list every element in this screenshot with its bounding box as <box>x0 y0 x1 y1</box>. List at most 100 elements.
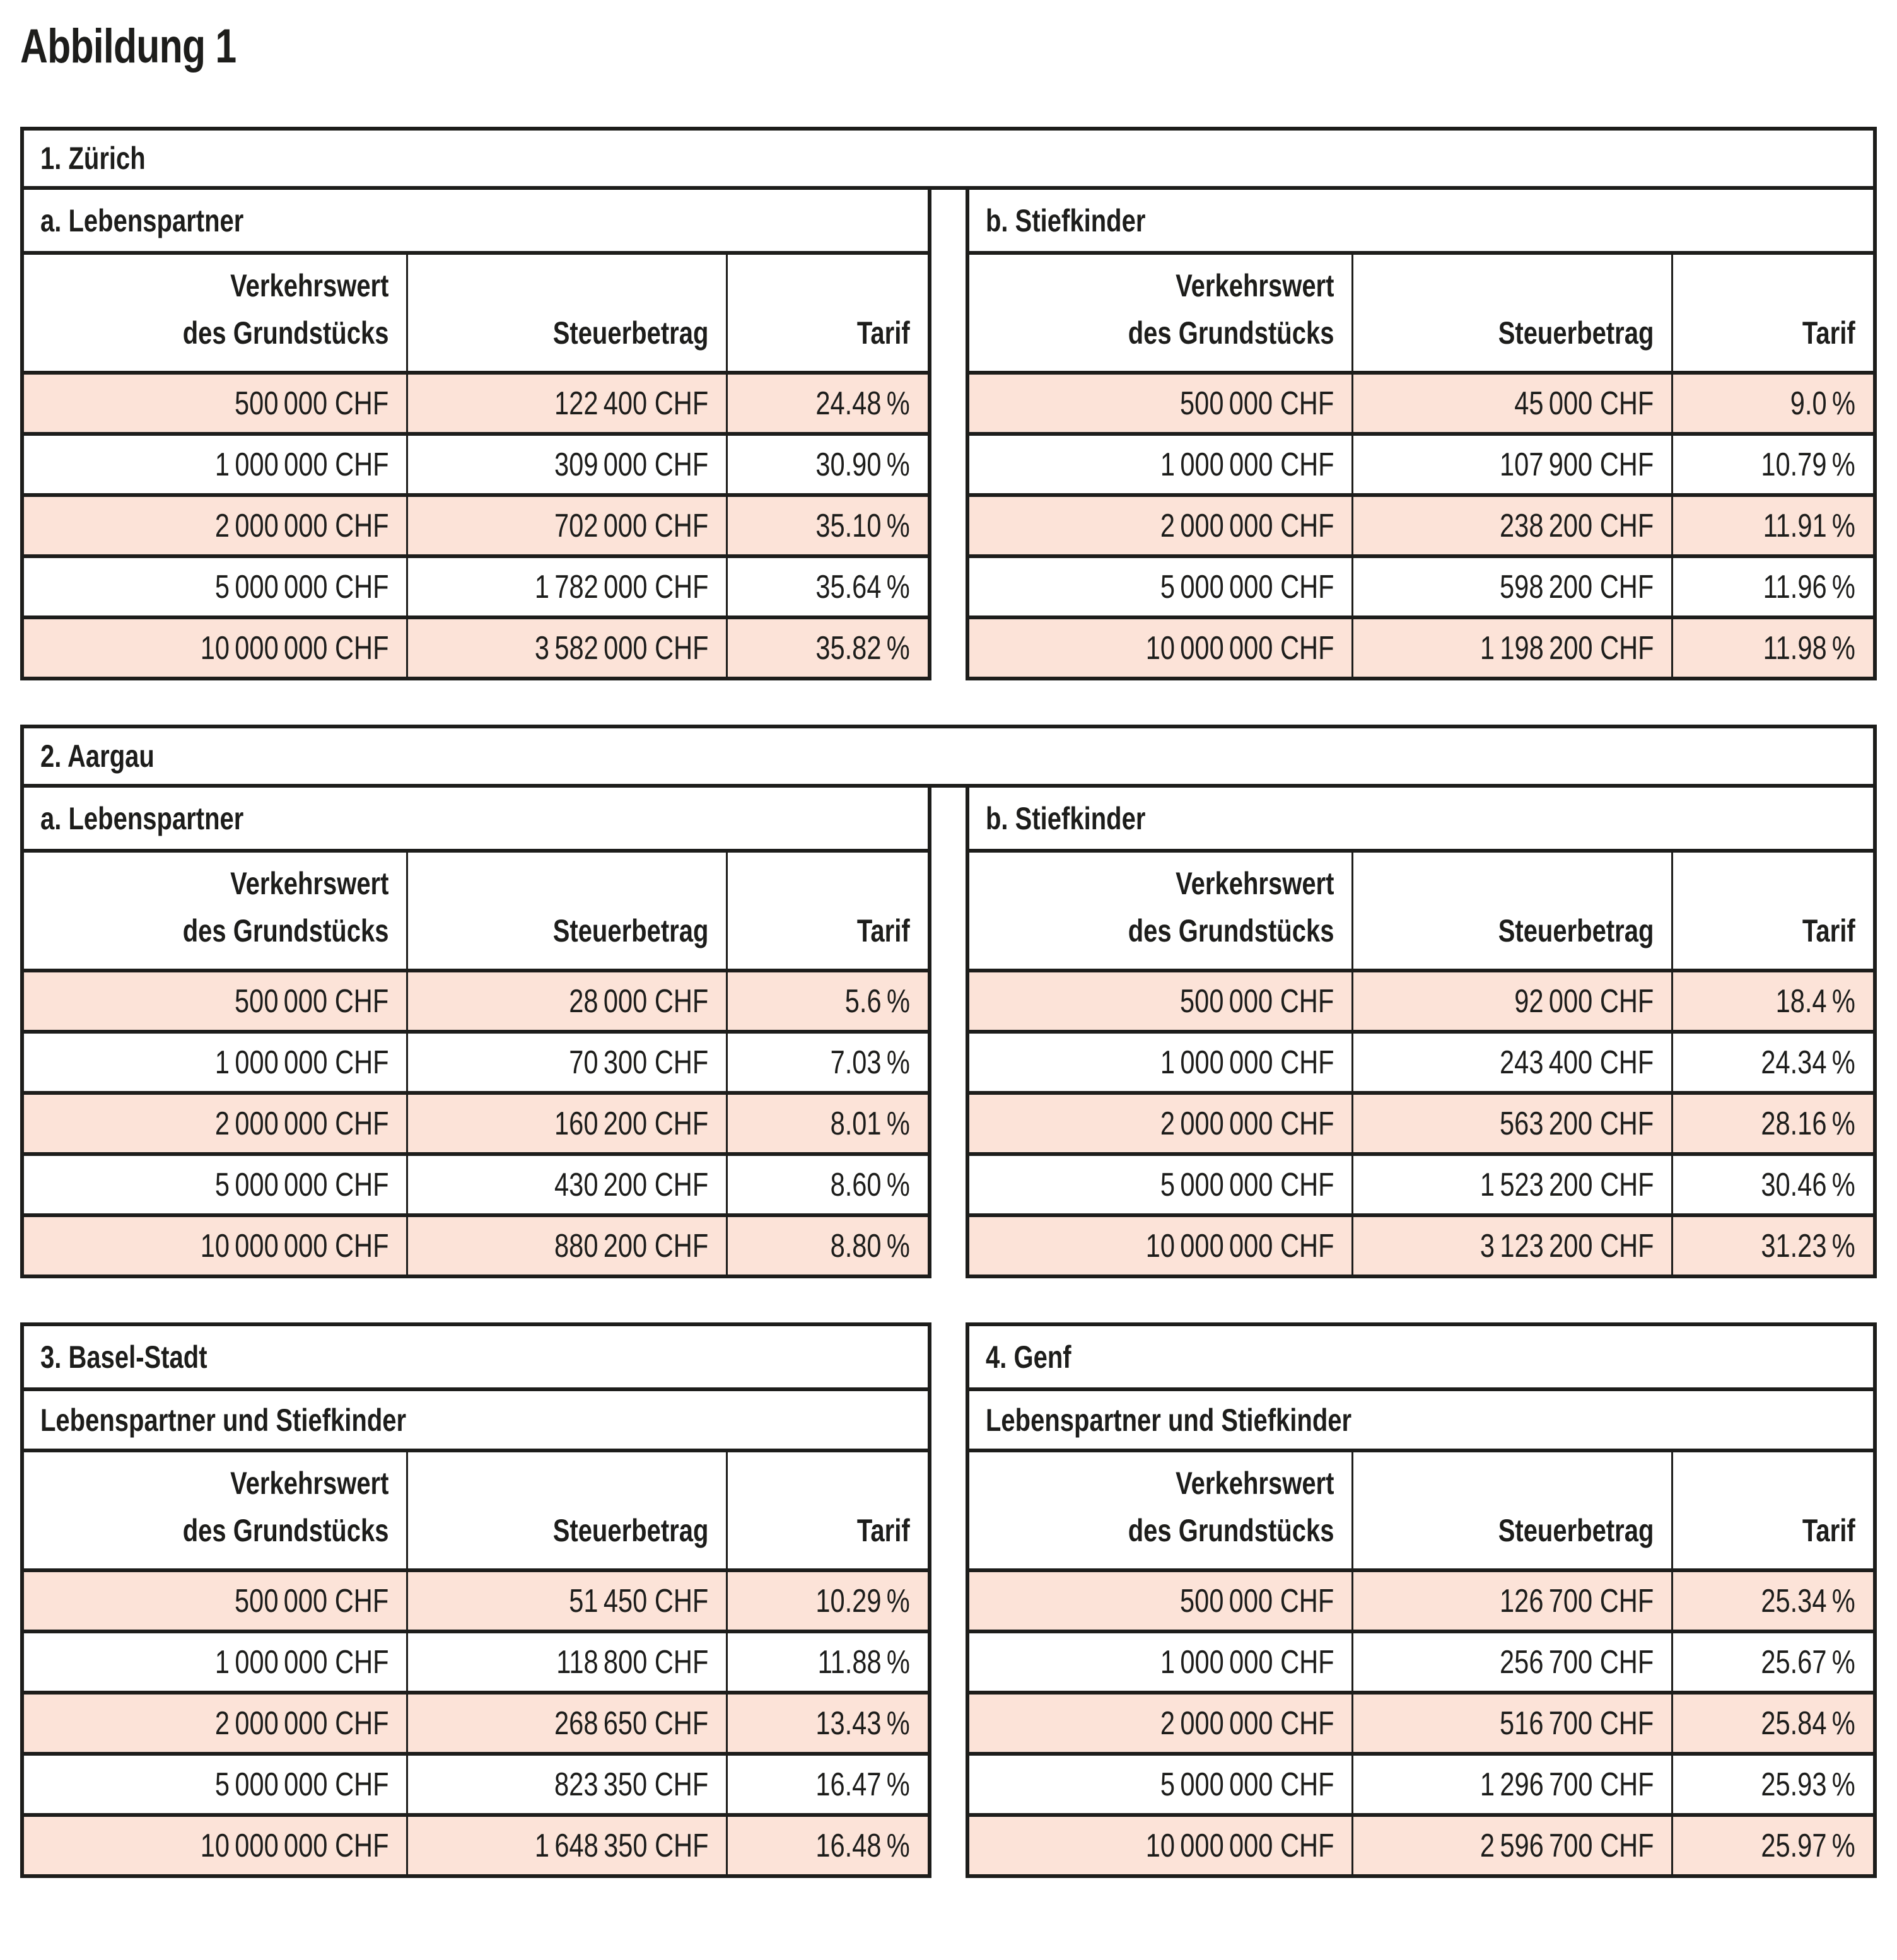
table-row: 500 000 CHF 45 000 CHF 9.0 % <box>969 371 1873 432</box>
cell-tarif: 11.96 % <box>1671 554 1873 615</box>
cell-verkehrswert: 500 000 CHF <box>969 371 1352 432</box>
cell-steuerbetrag: 598 200 CHF <box>1351 554 1672 615</box>
table-zurich-lebenspartner: a. Lebenspartner Verkehrswert des Grundst… <box>20 190 931 680</box>
table-row: 500 000 CHF 126 700 CHF 25.34 % <box>969 1568 1873 1630</box>
cell-verkehrswert: 2 000 000 CHF <box>24 1691 407 1752</box>
section-aargau-tables: a. Lebenspartner Verkehrswert des Grundst… <box>20 788 1877 1278</box>
cell-verkehrswert: 1 000 000 CHF <box>969 432 1352 493</box>
section-zurich-tables: a. Lebenspartner Verkehrswert des Grundst… <box>20 190 1877 680</box>
cell-verkehrswert: 500 000 CHF <box>24 969 407 1030</box>
cell-tarif: 8.60 % <box>726 1152 928 1213</box>
figure-title: Abbildung 1 <box>20 20 236 73</box>
column-header-row: Verkehrswert des Grundstücks Steuerbetrag… <box>969 251 1873 371</box>
table-title-row: 3. Basel-Stadt <box>24 1326 928 1387</box>
cell-verkehrswert: 5 000 000 CHF <box>24 554 407 615</box>
table-row: 500 000 CHF 122 400 CHF 24.48 % <box>24 371 928 432</box>
table-row: 5 000 000 CHF 823 350 CHF 16.47 % <box>24 1752 928 1813</box>
column-header-tarif: Tarif <box>726 251 928 371</box>
cell-steuerbetrag: 3 123 200 CHF <box>1351 1213 1672 1275</box>
table-row: 5 000 000 CHF 1 296 700 CHF 25.93 % <box>969 1752 1873 1813</box>
cell-verkehrswert: 2 000 000 CHF <box>24 493 407 554</box>
cell-steuerbetrag: 28 000 CHF <box>406 969 727 1030</box>
cell-steuerbetrag: 309 000 CHF <box>406 432 727 493</box>
cell-tarif: 31.23 % <box>1671 1213 1873 1275</box>
section-aargau: 2. Aargau a. Lebenspartner Verkehrswert d… <box>20 725 1877 1278</box>
table-subtitle: b. Stiefkinder <box>986 800 1146 836</box>
cell-steuerbetrag: 126 700 CHF <box>1351 1568 1672 1630</box>
cell-verkehrswert: 500 000 CHF <box>24 1568 407 1630</box>
cell-tarif: 9.0 % <box>1671 371 1873 432</box>
table-genf: 4. Genf Lebenspartner und Stiefkinder Ve… <box>966 1322 1877 1878</box>
cell-tarif: 35.82 % <box>726 615 928 677</box>
column-header-steuerbetrag: Steuerbetrag <box>1351 251 1672 371</box>
table-subtitle: a. Lebenspartner <box>40 202 244 238</box>
cell-tarif: 30.46 % <box>1671 1152 1873 1213</box>
table-row: 2 000 000 CHF 238 200 CHF 11.91 % <box>969 493 1873 554</box>
table-row: 500 000 CHF 28 000 CHF 5.6 % <box>24 969 928 1030</box>
data-table: 3. Basel-Stadt Lebenspartner und Stiefki… <box>24 1326 928 1874</box>
table-row: 1 000 000 CHF 256 700 CHF 25.67 % <box>969 1630 1873 1691</box>
cell-steuerbetrag: 160 200 CHF <box>406 1091 727 1152</box>
column-header-tarif: Tarif <box>1671 1449 1873 1568</box>
table-row: 10 000 000 CHF 3 582 000 CHF 35.82 % <box>24 615 928 677</box>
data-table: a. Lebenspartner Verkehrswert des Grundst… <box>24 190 928 677</box>
cell-tarif: 16.48 % <box>726 1813 928 1874</box>
section-title-zurich: 1. Zürich <box>20 127 1877 190</box>
table-row: 1 000 000 CHF 70 300 CHF 7.03 % <box>24 1030 928 1091</box>
cell-steuerbetrag: 51 450 CHF <box>406 1568 727 1630</box>
table-row: 5 000 000 CHF 1 523 200 CHF 30.46 % <box>969 1152 1873 1213</box>
cell-steuerbetrag: 430 200 CHF <box>406 1152 727 1213</box>
cell-verkehrswert: 10 000 000 CHF <box>24 615 407 677</box>
cell-tarif: 10.79 % <box>1671 432 1873 493</box>
cell-tarif: 25.84 % <box>1671 1691 1873 1752</box>
cell-tarif: 16.47 % <box>726 1752 928 1813</box>
column-header-steuerbetrag: Steuerbetrag <box>1351 849 1672 969</box>
cell-steuerbetrag: 2 596 700 CHF <box>1351 1813 1672 1874</box>
column-header-steuerbetrag: Steuerbetrag <box>406 849 727 969</box>
table-row: 5 000 000 CHF 430 200 CHF 8.60 % <box>24 1152 928 1213</box>
column-header-tarif: Tarif <box>1671 251 1873 371</box>
column-header-row: Verkehrswert des Grundstücks Steuerbetrag… <box>24 849 928 969</box>
cell-steuerbetrag: 1 296 700 CHF <box>1351 1752 1672 1813</box>
cell-steuerbetrag: 238 200 CHF <box>1351 493 1672 554</box>
cell-tarif: 11.88 % <box>726 1630 928 1691</box>
section-basel-genf-tables: 3. Basel-Stadt Lebenspartner und Stiefki… <box>20 1322 1877 1878</box>
cell-verkehrswert: 1 000 000 CHF <box>969 1030 1352 1091</box>
column-header-steuerbetrag: Steuerbetrag <box>1351 1449 1672 1568</box>
cell-tarif: 18.4 % <box>1671 969 1873 1030</box>
cell-verkehrswert: 10 000 000 CHF <box>969 1813 1352 1874</box>
cell-verkehrswert: 1 000 000 CHF <box>24 1030 407 1091</box>
cell-steuerbetrag: 45 000 CHF <box>1351 371 1672 432</box>
section-basel-genf: 3. Basel-Stadt Lebenspartner und Stiefki… <box>20 1322 1877 1878</box>
cell-verkehrswert: 5 000 000 CHF <box>969 1752 1352 1813</box>
cell-verkehrswert: 10 000 000 CHF <box>24 1213 407 1275</box>
table-aargau-lebenspartner: a. Lebenspartner Verkehrswert des Grundst… <box>20 788 931 1278</box>
cell-steuerbetrag: 1 782 000 CHF <box>406 554 727 615</box>
cell-verkehrswert: 500 000 CHF <box>24 371 407 432</box>
cell-steuerbetrag: 118 800 CHF <box>406 1630 727 1691</box>
cell-steuerbetrag: 3 582 000 CHF <box>406 615 727 677</box>
table-row: 500 000 CHF 51 450 CHF 10.29 % <box>24 1568 928 1630</box>
column-header-row: Verkehrswert des Grundstücks Steuerbetrag… <box>24 1449 928 1568</box>
table-row: 10 000 000 CHF 1 648 350 CHF 16.48 % <box>24 1813 928 1874</box>
table-subtitle: b. Stiefkinder <box>986 202 1146 238</box>
cell-tarif: 5.6 % <box>726 969 928 1030</box>
cell-tarif: 25.97 % <box>1671 1813 1873 1874</box>
cell-verkehrswert: 500 000 CHF <box>969 1568 1352 1630</box>
cell-tarif: 35.64 % <box>726 554 928 615</box>
cell-steuerbetrag: 70 300 CHF <box>406 1030 727 1091</box>
cell-tarif: 8.01 % <box>726 1091 928 1152</box>
table-subtitle: a. Lebenspartner <box>40 800 244 836</box>
cell-steuerbetrag: 516 700 CHF <box>1351 1691 1672 1752</box>
cell-tarif: 10.29 % <box>726 1568 928 1630</box>
column-header-row: Verkehrswert des Grundstücks Steuerbetrag… <box>969 1449 1873 1568</box>
table-row: 2 000 000 CHF 702 000 CHF 35.10 % <box>24 493 928 554</box>
table-row: 2 000 000 CHF 516 700 CHF 25.84 % <box>969 1691 1873 1752</box>
data-table: b. Stiefkinder Verkehrswert des Grundstüc… <box>969 788 1873 1275</box>
table-row: 10 000 000 CHF 1 198 200 CHF 11.98 % <box>969 615 1873 677</box>
cell-steuerbetrag: 1 648 350 CHF <box>406 1813 727 1874</box>
section-zurich: 1. Zürich a. Lebenspartner Verkehrswert d… <box>20 127 1877 680</box>
cell-tarif: 25.67 % <box>1671 1630 1873 1691</box>
cell-tarif: 24.48 % <box>726 371 928 432</box>
table-row: 2 000 000 CHF 160 200 CHF 8.01 % <box>24 1091 928 1152</box>
